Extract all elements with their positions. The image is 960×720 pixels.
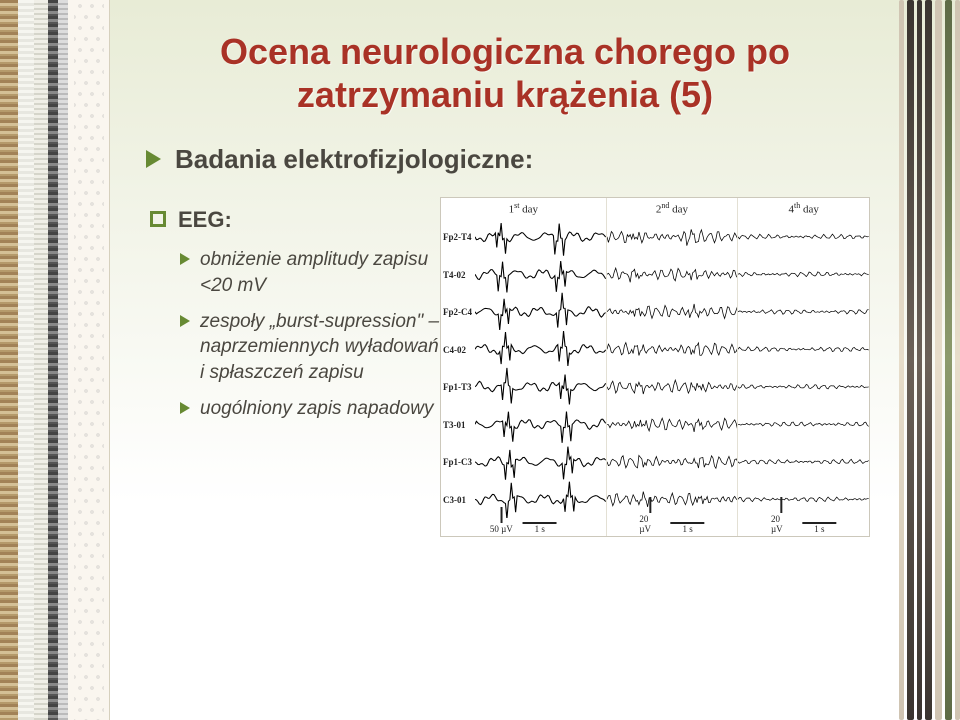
- right-decor-stripes: [890, 0, 960, 720]
- eeg-scale: 20 µV1 s: [639, 497, 704, 534]
- eeg-day-label: 1st day: [509, 201, 538, 216]
- sub-bullet-text: uogólniony zapis napadowy: [200, 396, 433, 422]
- eeg-channel-labels: Fp2-T4T4-02Fp2-C4C4-02Fp1-T3T3-01Fp1-C3C…: [443, 218, 475, 518]
- eeg-figure: 1st day Fp2-T4T4-02Fp2-C4C4-02Fp1-T3T3-01…: [440, 197, 870, 537]
- sub-bullet-text: zespoły „burst-supression" – naprzemienn…: [200, 309, 440, 386]
- left-decor-spine: [0, 0, 110, 720]
- square-bullet-icon: [150, 211, 166, 227]
- bullet2-text: EEG:: [178, 207, 232, 233]
- eeg-traces: [475, 218, 606, 518]
- eeg-traces: [738, 218, 869, 518]
- arrow-icon: [146, 150, 161, 168]
- eeg-traces: [607, 218, 738, 518]
- eeg-day-label: 4th day: [788, 201, 818, 216]
- eeg-column: 1st day Fp2-T4T4-02Fp2-C4C4-02Fp1-T3T3-01…: [441, 198, 606, 536]
- eeg-scale: 20 µV1 s: [771, 497, 836, 534]
- slide-title: Ocena neurologiczna chorego po zatrzyman…: [140, 30, 870, 116]
- eeg-day-label: 2nd day: [656, 201, 688, 216]
- eeg-scale: 50 µV1 s: [490, 507, 557, 534]
- bullet1-text: Badania elektrofizjologiczne:: [175, 144, 533, 175]
- eeg-column: 4th day 20 µV1 s: [737, 198, 869, 536]
- title-line-1: Ocena neurologiczna chorego po: [220, 31, 790, 72]
- sub-bullet-2: uogólniony zapis napadowy: [180, 396, 440, 422]
- bullet-level-1: Badania elektrofizjologiczne:: [146, 144, 870, 175]
- slide-content: Ocena neurologiczna chorego po zatrzyman…: [110, 0, 890, 720]
- title-line-2: zatrzymaniu krążenia (5): [297, 74, 713, 115]
- eeg-column: 2nd day 20 µV1 s: [606, 198, 738, 536]
- sub-bullet-text: obniżenie amplitudy zapisu <20 mV: [200, 247, 440, 298]
- sub-bullet-0: obniżenie amplitudy zapisu <20 mV: [180, 247, 440, 298]
- arrow-small-icon: [180, 253, 190, 265]
- arrow-small-icon: [180, 402, 190, 414]
- arrow-small-icon: [180, 315, 190, 327]
- sub-bullet-1: zespoły „burst-supression" – naprzemienn…: [180, 309, 440, 386]
- bullet-level-2: EEG:: [150, 207, 440, 233]
